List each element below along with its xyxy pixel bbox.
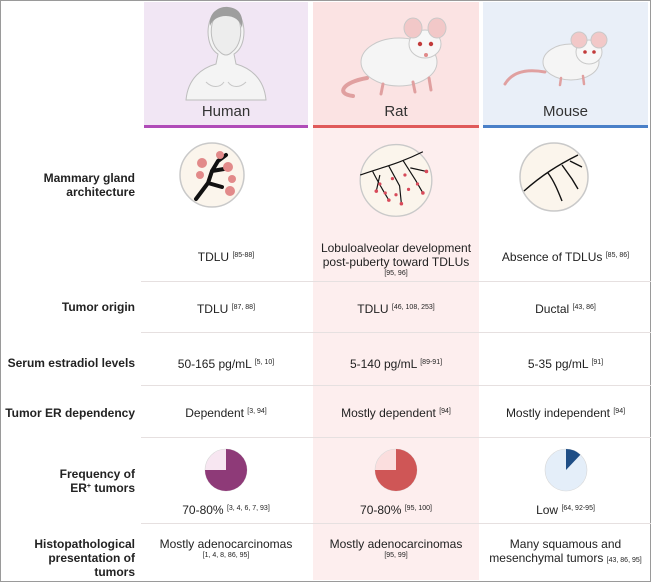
human-gland-diagram	[178, 141, 246, 214]
mouse-architecture-ref: [85, 86]	[605, 252, 630, 259]
human-dependency-text: Dependent	[185, 406, 244, 420]
mouse-estradiol: 5-35 pg/mL [91]	[483, 357, 648, 371]
mouse-estradiol-text: 5-35 pg/mL	[527, 357, 589, 371]
mouse-dependency-ref: [94]	[613, 408, 626, 415]
mouse-estradiol-ref: [91]	[591, 359, 604, 366]
mouse-origin-text: Ductal	[535, 302, 570, 316]
rat-dependency: Mostly dependent [94]	[313, 406, 479, 420]
human-pie-slice	[205, 449, 247, 491]
row-label-histo: Histopathological presentation of tumors	[34, 537, 135, 579]
mouse-origin-ref: [43, 86]	[572, 304, 596, 311]
human-dependency-ref: [3, 94]	[247, 408, 267, 415]
row-label-estradiol: Serum estradiol levels	[7, 356, 135, 370]
human-architecture-ref: [85-88]	[232, 252, 255, 259]
rat-estradiol-text: 5-140 pg/mL	[349, 357, 417, 371]
rat-estradiol-ref: [89-91]	[420, 359, 443, 366]
human-column-label: Human	[201, 103, 251, 120]
mouse-column-label: Mouse	[542, 103, 589, 120]
mouse-accent-bar	[483, 125, 648, 128]
human-histo-text: Mostly adenocarcinomas	[159, 537, 293, 551]
rat-histo: Mostly adenocarcinomas [95, 99]	[313, 537, 479, 560]
mouse-dependency-text: Mostly independent	[505, 406, 611, 420]
mouse-gland-diagram	[518, 141, 590, 218]
mouse-architecture-text: Absence of TDLUs	[501, 250, 603, 264]
human-header: Human	[144, 2, 308, 128]
human-accent-bar	[144, 125, 308, 128]
human-origin: TDLU [87, 88]	[144, 302, 308, 316]
rat-header: Rat	[313, 2, 479, 128]
rat-er-pie	[374, 448, 418, 492]
rat-origin-text: TDLU	[357, 302, 389, 316]
rat-gland-diagram	[348, 141, 444, 232]
rat-accent-bar	[313, 125, 479, 128]
mouse-architecture: Absence of TDLUs [85, 86]	[483, 250, 648, 264]
rat-frequency-text: 70-80%	[360, 503, 402, 517]
human-histo-ref: [1, 4, 8, 86, 95]	[202, 552, 250, 559]
human-origin-text: TDLU	[196, 302, 229, 316]
human-estradiol: 50-165 pg/mL [5, 10]	[144, 357, 308, 371]
human-er-pie	[204, 448, 248, 492]
mouse-origin: Ductal [43, 86]	[483, 302, 648, 316]
mouse-frequency-ref: [64, 92-95]	[561, 505, 595, 512]
rat-architecture-text: Lobuloalveolar development post-puberty …	[320, 241, 472, 269]
mouse-duct-icon	[519, 142, 589, 212]
frequency-label-sup: +	[86, 483, 91, 490]
row-label-frequency: Frequency of ER+ tumors	[5, 467, 135, 495]
row-divider	[141, 385, 651, 386]
rat-architecture-ref: [95, 96]	[384, 270, 408, 277]
mouse-histo: Many squamous and mesenchymal tumors [43…	[483, 537, 648, 565]
mouse-histo-text: Many squamous and mesenchymal tumors	[489, 537, 622, 565]
rat-dependency-text: Mostly dependent	[341, 406, 436, 420]
frequency-label-c: tumors	[90, 481, 135, 495]
human-estradiol-ref: [5, 10]	[254, 359, 275, 366]
human-figure-icon	[185, 6, 267, 101]
mouse-frequency: Low [64, 92-95]	[483, 503, 648, 517]
row-label-architecture: Mammary gland architecture	[43, 171, 135, 199]
rat-frequency: 70-80% [95, 100]	[313, 503, 479, 517]
rat-origin: TDLU [46, 108, 253]	[313, 302, 479, 316]
rat-histo-ref: [95, 99]	[384, 552, 408, 559]
human-frequency-text: 70-80%	[182, 503, 224, 517]
row-divider	[141, 281, 651, 282]
rat-frequency-ref: [95, 100]	[404, 505, 432, 512]
row-divider	[141, 523, 651, 524]
human-duct-icon	[179, 142, 245, 208]
human-architecture-text: TDLU	[197, 250, 230, 264]
rat-origin-ref: [46, 108, 253]	[391, 304, 435, 311]
mouse-pie-slice	[566, 449, 581, 470]
rat-dependency-ref: [94]	[439, 408, 451, 415]
human-estradiol-text: 50-165 pg/mL	[177, 357, 252, 371]
rat-duct-icon	[359, 143, 433, 217]
mouse-dependency: Mostly independent [94]	[483, 406, 648, 420]
human-origin-ref: [87, 88]	[231, 304, 256, 311]
rat-histo-text: Mostly adenocarcinomas	[329, 537, 463, 551]
rat-figure-icon	[341, 17, 447, 98]
row-label-origin: Tumor origin	[61, 300, 135, 314]
rat-pie-slice	[375, 449, 417, 491]
mouse-er-pie	[544, 448, 588, 492]
rat-column-label: Rat	[384, 103, 408, 120]
human-frequency: 70-80% [3, 4, 6, 7, 93]	[144, 503, 308, 517]
human-frequency-ref: [3, 4, 6, 7, 93]	[226, 505, 270, 512]
mouse-frequency-text: Low	[536, 503, 559, 517]
frequency-label-a: Frequency of	[59, 467, 135, 481]
row-divider	[141, 332, 651, 333]
mouse-header: Mouse	[483, 2, 648, 128]
row-label-dependency: Tumor ER dependency	[5, 406, 135, 420]
mouse-histo-ref: [43, 86, 95]	[606, 557, 642, 564]
rat-estradiol: 5-140 pg/mL [89-91]	[313, 357, 479, 371]
human-dependency: Dependent [3, 94]	[144, 406, 308, 420]
row-divider	[141, 437, 651, 438]
human-histo: Mostly adenocarcinomas [1, 4, 8, 86, 95]	[144, 537, 308, 560]
human-architecture: TDLU [85-88]	[144, 250, 308, 264]
frequency-label-b: ER	[70, 481, 87, 495]
mouse-figure-icon	[503, 31, 608, 87]
rat-architecture: Lobuloalveolar development post-puberty …	[313, 241, 479, 278]
